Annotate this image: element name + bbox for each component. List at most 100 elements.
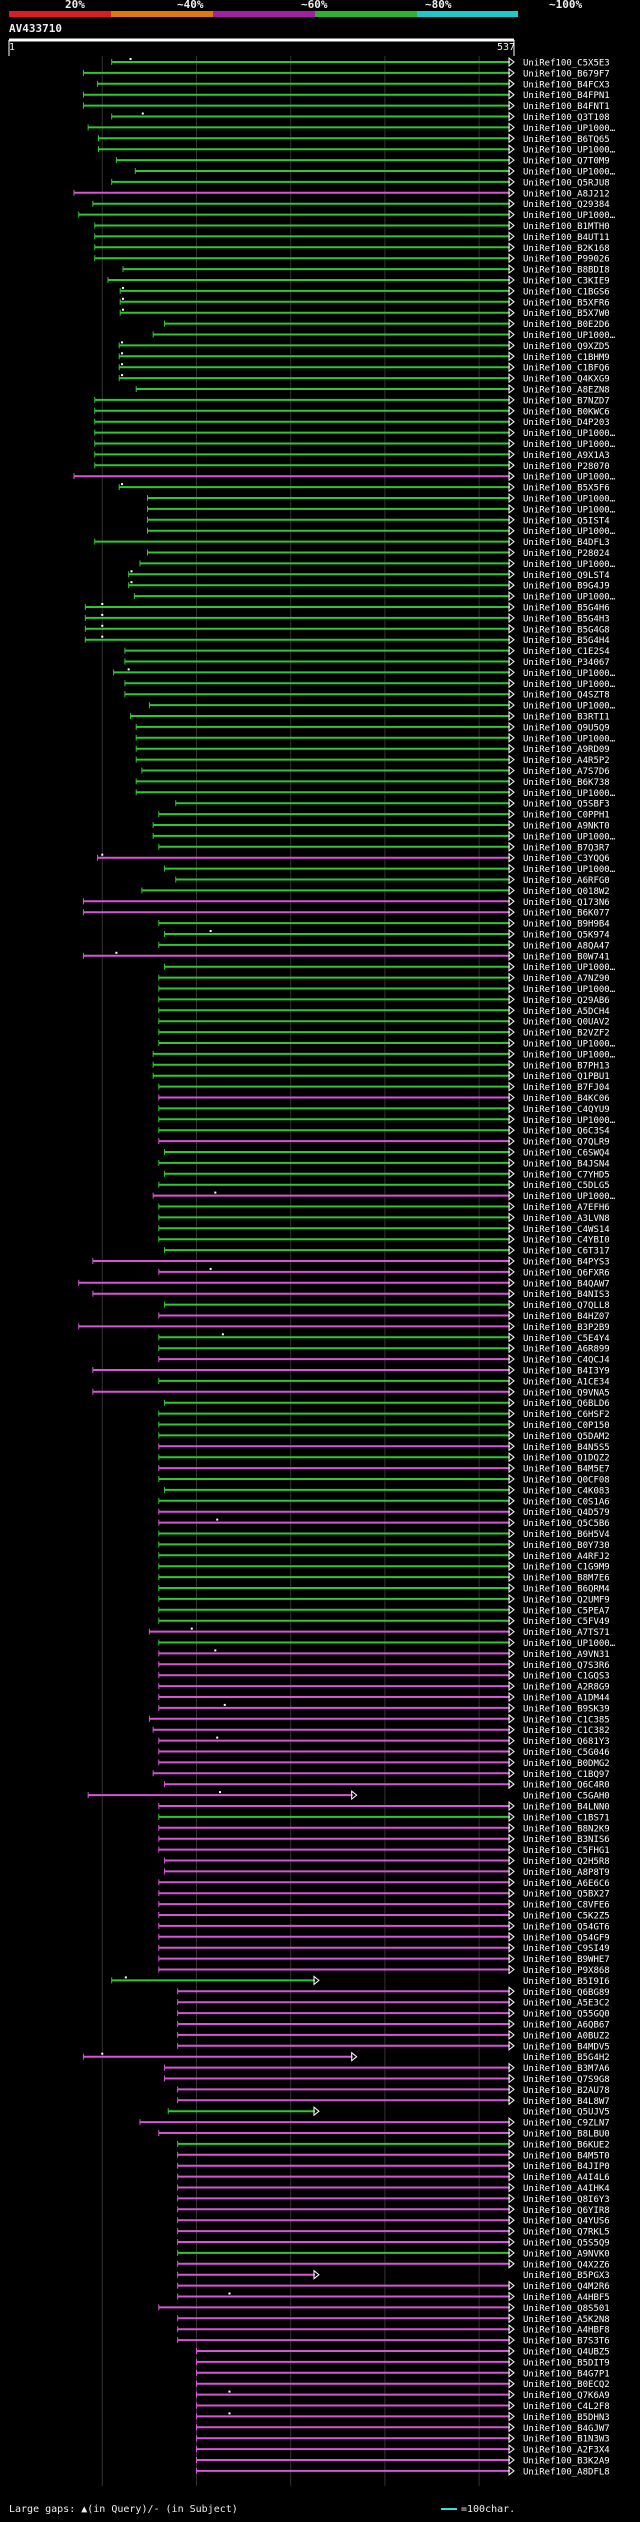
hit-arrow	[508, 601, 515, 613]
hit-label: UniRef100_Q6C4R0	[523, 1781, 610, 1791]
hit-arrow	[508, 220, 515, 231]
gap-marker	[228, 2292, 231, 2295]
hit-label: UniRef100_A4IHK4	[523, 2184, 610, 2194]
gap-marker	[216, 1518, 219, 1521]
hit-label: UniRef100_UP1000…	[523, 527, 616, 537]
hit-arrow	[508, 274, 515, 286]
hit-label: UniRef100_Q9XZD5	[523, 342, 610, 352]
hit-label: UniRef100_B4FPN1	[523, 91, 610, 101]
hit-label: UniRef100_C6T317	[523, 1247, 610, 1257]
hit-label: UniRef100_Q4KXG9	[523, 375, 610, 385]
hit-arrow	[508, 918, 515, 929]
gap-marker	[121, 483, 124, 486]
hit-arrow	[508, 2422, 515, 2433]
hit-label: UniRef100_A6RFG0	[523, 876, 610, 886]
hit-arrow	[508, 1452, 515, 1463]
gap-marker	[101, 613, 104, 616]
hit-label: UniRef100_A4RFJ2	[523, 1552, 610, 1562]
hit-arrow	[508, 460, 515, 471]
hit-label: UniRef100_Q9LST4	[523, 571, 610, 581]
hit-label: UniRef100_Q29AB6	[523, 996, 610, 1006]
hit-arrow	[508, 1223, 515, 1234]
hit-arrow	[508, 700, 515, 711]
hit-arrow	[508, 503, 515, 514]
hit-arrow	[508, 1386, 515, 1397]
hit-arrow	[508, 1332, 515, 1343]
hit-label: UniRef100_A7S7D6	[523, 767, 610, 777]
hit-arrow	[508, 1288, 515, 1299]
hit-arrow	[508, 819, 515, 831]
hit-label: UniRef100_UP1000…	[523, 789, 616, 799]
hit-label: UniRef100_Q6BLD6	[523, 1399, 610, 1409]
hit-arrow	[508, 253, 515, 264]
hit-label: UniRef100_A6QB67	[523, 2021, 610, 2031]
scale-legend: =100char.	[441, 2504, 515, 2515]
identity-scale-segment	[9, 11, 111, 17]
hit-arrow	[508, 1157, 515, 1168]
hit-label: UniRef100_A5DCH4	[523, 1007, 610, 1017]
hit-arrow	[508, 689, 515, 700]
hit-label: UniRef100_B8BDI8	[523, 266, 610, 276]
hit-arrow	[508, 329, 515, 340]
hit-label: UniRef100_C5FHG1	[523, 1846, 610, 1856]
hit-arrow	[508, 656, 515, 667]
hit-label: UniRef100_B4JIP0	[523, 2162, 610, 2172]
gap-marker	[101, 603, 104, 605]
gap-marker	[122, 297, 125, 300]
hit-arrow	[508, 950, 515, 961]
hit-label: UniRef100_UP1000…	[523, 331, 616, 341]
hit-arrow	[508, 1048, 515, 1059]
hit-arrow	[508, 525, 515, 536]
hit-arrow	[508, 1234, 515, 1245]
hit-arrow	[508, 1953, 515, 1964]
hit-label: UniRef100_C5PEA7	[523, 1606, 610, 1616]
hit-arrow	[508, 1724, 515, 1735]
hit-label: UniRef100_C5E4Y4	[523, 1334, 610, 1344]
hit-arrow	[508, 187, 515, 198]
hit-arrow	[508, 1375, 515, 1386]
hit-arrow	[508, 776, 515, 787]
hit-label: UniRef100_B9G4J9	[523, 582, 610, 592]
hit-label: UniRef100_Q0CF08	[523, 1476, 610, 1486]
hit-arrow	[508, 1463, 515, 1474]
hit-arrow	[508, 939, 515, 950]
hit-arrow	[508, 1125, 515, 1136]
hit-arrow	[508, 133, 515, 144]
gap-marker	[190, 1627, 193, 1630]
hit-label: UniRef100_A4HBF5	[523, 2293, 610, 2303]
hit-label: UniRef100_UP1000…	[523, 429, 616, 439]
hit-arrow	[508, 111, 515, 122]
hit-label: UniRef100_Q4YUS6	[523, 2217, 610, 2227]
hit-arrow	[508, 514, 515, 525]
hit-label: UniRef100_B0E2D6	[523, 320, 610, 330]
hit-label: UniRef100_C0S1A6	[523, 1497, 610, 1507]
hit-label: UniRef100_UP1000…	[523, 593, 616, 603]
hit-label: UniRef100_C1C382	[523, 1726, 610, 1736]
gap-legend: Large gaps: ▲(in Query)/- (in Subject)	[9, 2504, 238, 2515]
gap-marker	[124, 1976, 127, 1979]
hit-arrow	[508, 1103, 515, 1114]
query-title: AV433710	[9, 22, 62, 35]
hit-arrow	[508, 2444, 515, 2455]
hit-arrow	[508, 2117, 515, 2128]
hit-label: UniRef100_A1DM44	[523, 1694, 610, 1704]
hit-label: UniRef100_UP1000…	[523, 734, 616, 744]
hit-label: UniRef100_B8M7E6	[523, 1574, 610, 1584]
hit-arrow	[508, 383, 515, 395]
gap-marker	[122, 308, 125, 311]
hit-arrow	[508, 1114, 515, 1125]
hit-label: UniRef100_UP1000…	[523, 669, 616, 679]
hit-label: UniRef100_B4JSN4	[523, 1159, 610, 1169]
hit-arrow	[508, 1081, 515, 1092]
hit-arrow	[508, 732, 515, 743]
hit-arrow	[508, 2040, 515, 2051]
hit-label: UniRef100_P28024	[523, 549, 610, 559]
hit-arrow	[508, 678, 515, 689]
hit-label: UniRef100_B4FCX3	[523, 80, 610, 90]
hit-arrow	[508, 754, 515, 765]
hit-label: UniRef100_Q4X2Z6	[523, 2260, 610, 2270]
gap-marker	[209, 1267, 212, 1270]
hit-arrow	[508, 1430, 515, 1441]
gap-marker	[121, 374, 124, 377]
hit-label: UniRef100_Q4UBZ5	[523, 2348, 610, 2358]
